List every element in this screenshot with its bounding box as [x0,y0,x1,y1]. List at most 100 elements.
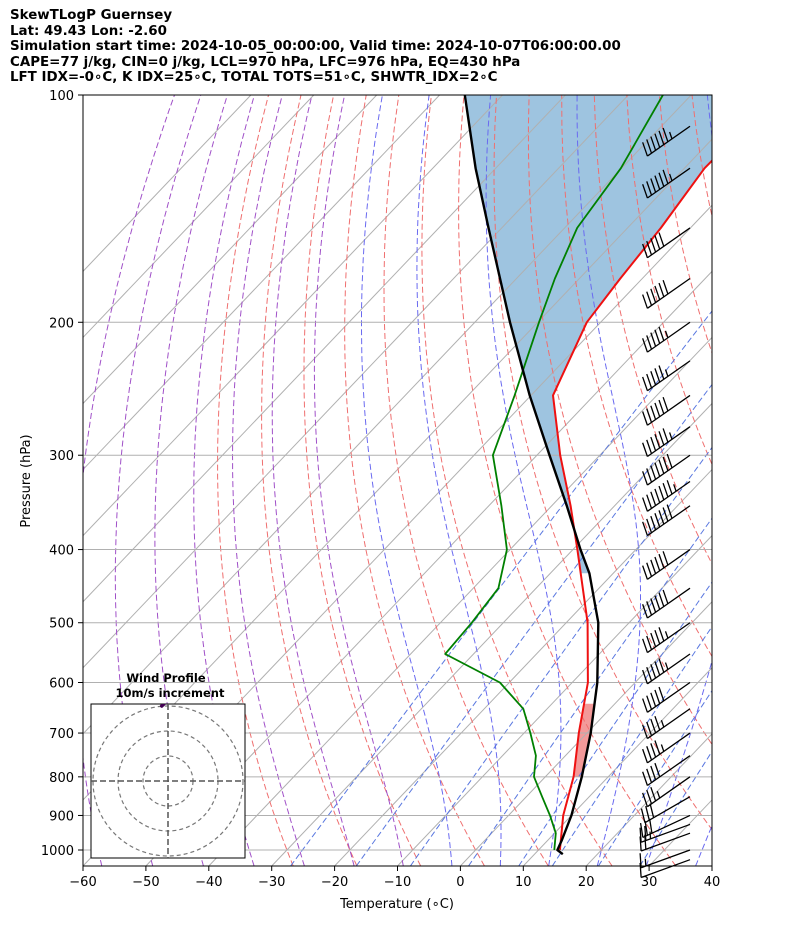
wind-barb-flag [642,471,649,486]
hodograph-title: Wind Profile [126,671,206,685]
wind-barb-flag [650,765,657,780]
x-tick-label: −10 [384,875,411,890]
wind-barb-flag [640,808,646,823]
wind-barb-flag [650,692,657,707]
dry-adiabat-line [261,95,358,866]
wind-barb-flag [649,803,655,818]
hodograph-trace-segment [160,704,167,708]
wind-barb-flag [646,335,653,350]
wind-barb-flag [658,485,665,501]
wind-barb-staff [647,732,691,764]
wind-barb [642,360,691,392]
wind-barb-flag [650,515,657,531]
isotherm-line [83,95,692,735]
wind-barb-half-flag [664,662,669,670]
wind-barb-staff [647,755,691,787]
x-tick-label: −20 [321,875,348,890]
wind-barb-flag [650,664,657,679]
wind-barb-flag [646,494,653,509]
wind-barb [642,426,691,458]
y-tick-label: 300 [49,449,74,464]
dry-adiabat-line [383,95,549,866]
wind-barb-flag [646,562,653,577]
wind-barb-flag [654,661,661,676]
wind-barb-half-flag [649,831,652,839]
wind-barb-flag [658,686,665,702]
wind-barb-half-flag [668,173,673,181]
wind-barb-flag [646,181,653,196]
wind-barb [640,796,691,824]
wind-barb [642,681,691,713]
title-line-indices: LFT IDX=-0∘C, K IDX=25∘C, TOTAL TOTS=51∘… [10,70,498,86]
dry-adiabat-line [725,95,794,866]
moist-adiabat-line [416,95,502,866]
wind-barb-half-flag [664,631,669,639]
wind-barb-flag [654,402,661,417]
dry-adiabat-line [790,95,794,866]
wind-barb-flag [642,294,649,309]
wind-barb-flag [642,604,649,619]
wind-barb-flag [650,743,657,758]
wind-barb-staff [647,125,691,157]
isotherm-line [585,733,712,866]
wind-barb-flag [658,365,665,380]
wind-barb-flag [650,598,657,613]
wind-barb-staff [647,708,691,740]
wind-barb-flag [650,718,657,734]
wind-barb-flag [646,240,653,256]
wind-barb-flag [650,465,657,480]
wind-barb-staff [647,394,691,426]
wind-barb-staff [640,823,691,843]
x-axis-label: Temperature (∘C) [339,897,454,912]
wind-barb-half-flag [664,330,669,338]
wind-barb [642,622,691,654]
wind-barb-staff [647,653,691,685]
wind-barb-flag [654,595,661,610]
wind-barb-flag [654,462,661,477]
wind-barb-staff [647,321,691,353]
x-tick-label: 40 [704,875,721,890]
wind-barb-staff [640,849,691,869]
wind-barb-flag [666,480,673,495]
wind-barb-flag [646,439,653,454]
wind-barb [642,732,691,764]
hodograph-trace-segment [256,588,261,598]
wind-barb-flag [654,368,661,383]
wind-barb-flag [650,436,657,451]
wind-barb-flag [650,786,657,802]
moist-adiabat-line [485,95,562,866]
dry-adiabat-line [217,95,294,866]
y-tick-label: 1000 [41,844,74,859]
wind-barb-staff [640,832,691,852]
wind-barb-flag [646,408,653,423]
wind-barb-half-flag [664,369,669,377]
wind-barb-staff [647,167,691,199]
wind-barb-flag [650,405,657,420]
wind-barb-half-flag [644,858,647,867]
y-tick-label: 800 [49,771,74,786]
y-tick-label: 500 [49,617,74,632]
cin-area [573,703,595,777]
x-tick-label: 30 [641,875,658,890]
y-axis-label: Pressure (hPa) [19,434,34,527]
y-tick-label: 400 [49,544,74,559]
y-tick-label: 600 [49,677,74,692]
wind-barb-flag [666,453,673,469]
wind-barb-flag [644,820,649,836]
hodograph-inset: Wind Profile 10m/s increment [90,588,261,859]
mixing-ratio-line [355,383,712,866]
isotherm-line [775,95,794,866]
wind-barb-staff [647,681,691,713]
wind-barb [639,859,691,879]
wind-barb-half-flag [668,432,673,440]
wind-barb-flag [642,442,649,457]
x-tick-label: −50 [132,875,159,890]
wind-barb-flag [644,825,647,841]
wind-barb-flag [654,488,661,503]
wind-barb-flag [642,338,649,353]
wind-barb-flag [642,748,649,764]
y-tick-label: 900 [49,809,74,824]
wind-barb-staff [647,480,691,512]
wind-barb-flag [658,592,665,607]
